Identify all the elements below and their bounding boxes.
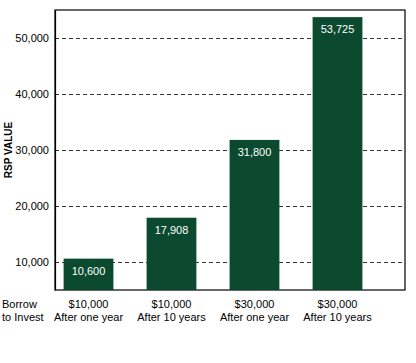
category-label: $30,000After one year — [220, 298, 289, 323]
chart: 10,000 20,000 30,000 40,000 50,000 10,600 17,9… — [0, 0, 416, 363]
category-label: $10,000After 10 years — [137, 298, 206, 323]
tick-label: 40,000 — [15, 88, 49, 100]
y-axis-title: RSP VALUE — [3, 122, 14, 179]
data-label: 10,600 — [72, 265, 106, 277]
category-label: $30,000After 10 years — [303, 298, 372, 323]
bar — [230, 140, 280, 290]
tick-label: 30,000 — [15, 144, 49, 156]
plot-frame — [55, 10, 405, 290]
y-axis: 10,000 20,000 30,000 40,000 50,000 — [15, 11, 405, 291]
tick-label: 20,000 — [15, 200, 49, 212]
bar — [64, 259, 114, 290]
tick-label: 10,000 — [15, 256, 49, 268]
tick-label: 50,000 — [15, 32, 49, 44]
bars — [64, 17, 363, 290]
data-label: 17,908 — [155, 224, 189, 236]
x-axis-title: Borrowto Invest — [2, 298, 44, 323]
bar — [147, 218, 197, 290]
bar — [313, 17, 363, 290]
data-label: 53,725 — [321, 23, 355, 35]
category-label: $10,000After one year — [54, 298, 123, 323]
data-label: 31,800 — [238, 146, 272, 158]
